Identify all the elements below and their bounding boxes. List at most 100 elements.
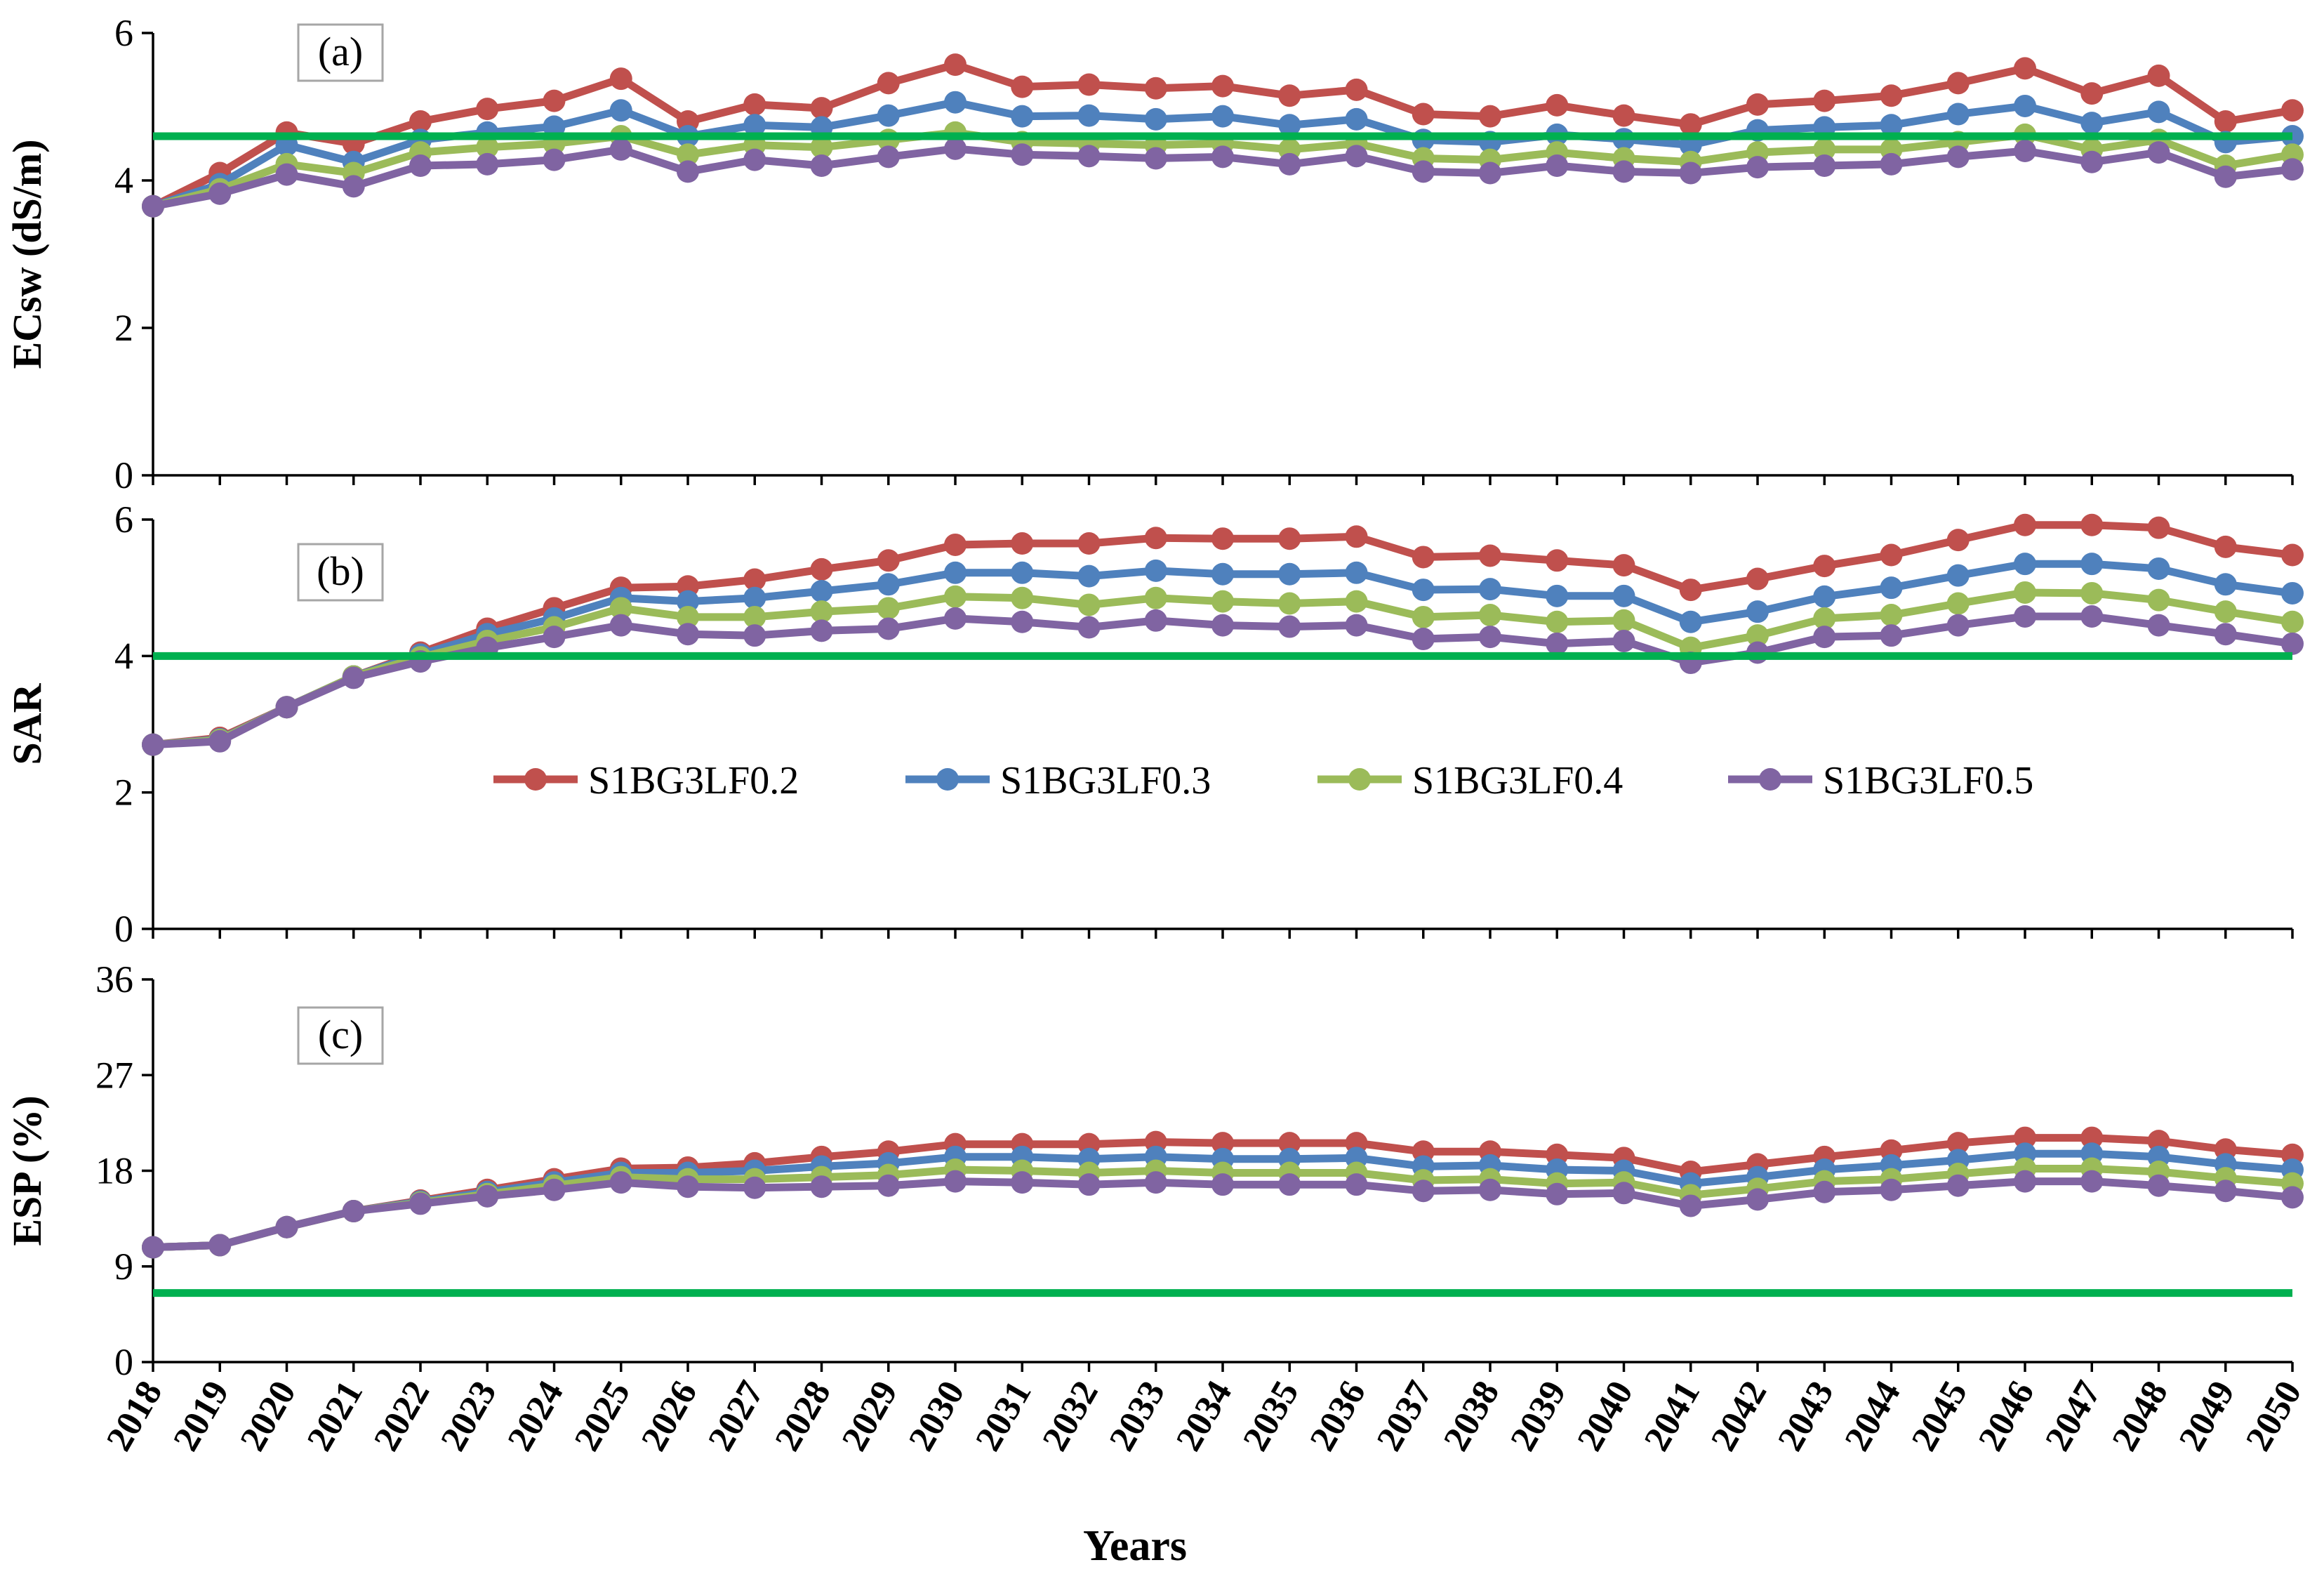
data-point [2014, 140, 2036, 162]
data-point [1546, 549, 1569, 572]
x-tick-label: 2048 [2105, 1375, 2176, 1458]
data-point [1278, 152, 1301, 176]
data-point [1946, 145, 1970, 169]
data-point [2080, 553, 2104, 576]
data-point [2080, 1126, 2104, 1149]
legend-label: S1BG3LF0.4 [1412, 759, 1623, 802]
data-point [810, 600, 833, 623]
data-point [743, 586, 766, 609]
data-point [609, 1171, 632, 1194]
data-point [1546, 154, 1569, 177]
data-point [1144, 107, 1167, 131]
data-point [2014, 94, 2036, 117]
data-point [2281, 632, 2304, 655]
data-point [2214, 1180, 2237, 1203]
data-point [810, 136, 833, 159]
data-point [877, 145, 900, 169]
x-tick-label: 2037 [1369, 1375, 1440, 1458]
data-point [1746, 156, 1769, 179]
data-point [1546, 584, 1569, 607]
data-point [1211, 1173, 1234, 1196]
data-point [2080, 150, 2104, 173]
data-point [1880, 114, 1903, 137]
data-point [2214, 110, 2237, 133]
data-point [2147, 557, 2170, 580]
data-point [1011, 143, 1034, 166]
data-point [1880, 604, 1903, 627]
data-point [1412, 1180, 1435, 1203]
data-point [1479, 578, 1501, 601]
y-tick-label: 0 [114, 1341, 133, 1383]
y-tick-label: 9 [114, 1246, 133, 1288]
data-point [208, 729, 232, 753]
data-point [1011, 586, 1034, 609]
data-point [1813, 607, 1836, 630]
data-point [677, 605, 699, 628]
data-point [1077, 593, 1101, 616]
data-point [2147, 64, 2170, 87]
data-point [609, 67, 632, 91]
data-point [2014, 553, 2036, 576]
data-point [1546, 632, 1569, 655]
legend-swatch-marker [1348, 768, 1371, 791]
data-point [2147, 588, 2170, 612]
data-point [743, 1176, 766, 1199]
data-point [1880, 1178, 1903, 1201]
data-point [1011, 561, 1034, 584]
data-point [1546, 1182, 1569, 1206]
y-tick-label: 2 [114, 307, 133, 349]
data-point [677, 143, 699, 166]
x-tick-label: 2028 [768, 1375, 839, 1458]
data-point [1880, 543, 1903, 567]
y-tick-label: 36 [95, 958, 133, 1000]
data-point [1612, 609, 1635, 632]
data-point [1345, 1173, 1368, 1196]
data-point [677, 160, 699, 183]
data-point [543, 115, 566, 138]
data-point [877, 597, 900, 620]
data-point [1546, 93, 1569, 117]
x-tick-label: 2022 [366, 1375, 437, 1458]
legend-entry: S1BG3LF0.2 [493, 759, 799, 802]
data-point [1211, 614, 1234, 637]
data-point [944, 561, 967, 584]
x-tick-label: 2032 [1035, 1375, 1106, 1458]
data-point [1278, 527, 1301, 550]
legend-label: S1BG3LF0.2 [588, 759, 799, 802]
legend-entry: S1BG3LF0.5 [1728, 759, 2033, 802]
data-point [609, 597, 632, 620]
data-point [1746, 93, 1769, 116]
data-point [1211, 145, 1234, 169]
data-point [275, 696, 298, 719]
data-point [944, 91, 967, 114]
panel-label: (c) [318, 1012, 363, 1057]
x-axis-label: Years [1083, 1522, 1187, 1570]
data-point [1813, 1180, 1836, 1203]
y-tick-label: 2 [114, 772, 133, 814]
data-point [810, 154, 833, 177]
data-point [1278, 1132, 1301, 1155]
data-point [342, 1200, 365, 1223]
data-point [1946, 1132, 1970, 1155]
data-point [1211, 527, 1234, 550]
data-point [1412, 605, 1435, 628]
data-point [1412, 103, 1435, 126]
data-point [476, 136, 499, 159]
data-point [1946, 592, 1970, 615]
data-point [1946, 564, 1970, 587]
data-point [1612, 629, 1635, 652]
data-point [2080, 112, 2104, 135]
data-point [1412, 628, 1435, 651]
data-point [342, 175, 365, 198]
data-point [2281, 610, 2304, 633]
data-point [1813, 585, 1836, 608]
data-point [677, 1175, 699, 1198]
data-point [1479, 105, 1501, 128]
data-point [810, 580, 833, 603]
data-point [1479, 604, 1501, 627]
data-point [476, 1184, 499, 1208]
data-point [1345, 614, 1368, 637]
data-point [1946, 614, 1970, 637]
data-point [1880, 84, 1903, 107]
data-point [208, 182, 232, 205]
